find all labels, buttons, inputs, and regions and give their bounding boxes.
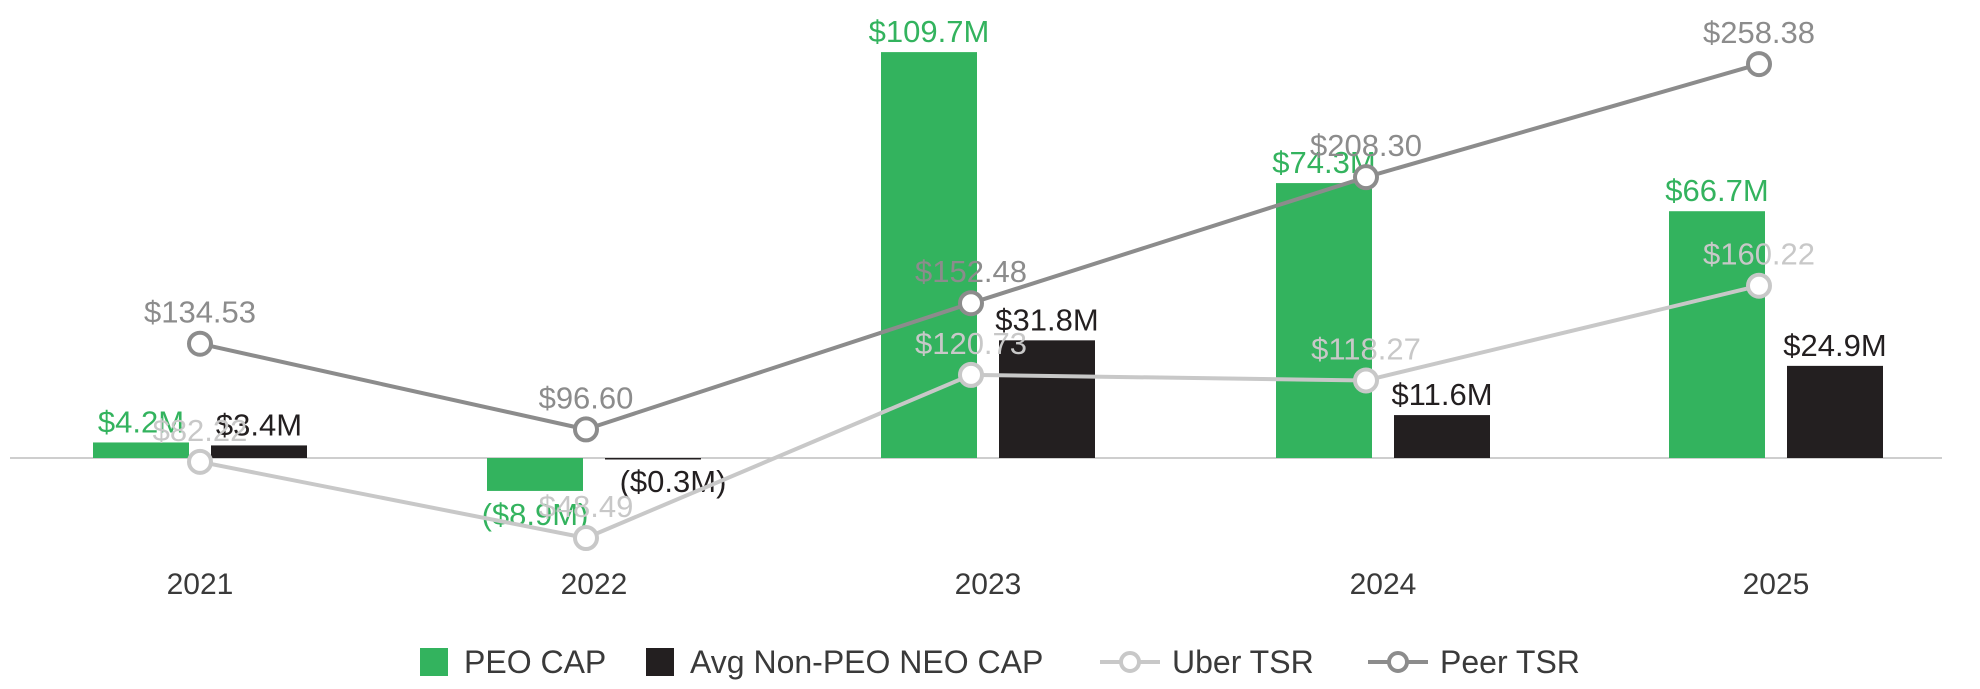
legend-item-peer-tsr: Peer TSR xyxy=(1368,640,1580,684)
bar-label-peo-cap-2021: $4.2M xyxy=(98,404,184,439)
uber-tsr-point-2022 xyxy=(573,525,599,552)
peer-tsr-point-2025 xyxy=(1746,51,1772,78)
bar-non-peo-cap-2022 xyxy=(605,458,701,460)
uber-tsr-point-2024 xyxy=(1353,367,1379,394)
bar-peo-cap-2021 xyxy=(93,442,189,458)
bar-label-non-peo-cap-2025: $24.9M xyxy=(1783,328,1886,363)
uber-tsr-label-2021: $82.22 xyxy=(153,413,248,448)
peer-tsr-label-2021: $134.53 xyxy=(144,295,256,330)
uber-tsr-line xyxy=(199,283,1760,541)
legend: PEO CAP Avg Non-PEO NEO CAP Uber TSR Pee… xyxy=(0,640,1980,684)
uber-tsr-label-2023: $120.73 xyxy=(915,326,1027,361)
peo-cap-swatch-icon xyxy=(420,648,448,676)
peer-tsr-label-2025: $258.38 xyxy=(1703,15,1815,50)
legend-label-uber-tsr: Uber TSR xyxy=(1172,643,1314,680)
peer-tsr-label-2024: $208.30 xyxy=(1310,128,1422,163)
uber-tsr-point-2021 xyxy=(187,448,213,475)
bar-non-peo-cap-2024 xyxy=(1394,415,1490,458)
legend-label-peer-tsr: Peer TSR xyxy=(1440,643,1580,680)
peer-tsr-point-2023 xyxy=(958,290,984,317)
legend-item-uber-tsr: Uber TSR xyxy=(1100,640,1314,684)
x-tick-label-2021: 2021 xyxy=(167,568,234,601)
bar-peo-cap-2022 xyxy=(487,458,583,491)
bar-label-non-peo-cap-2021: $3.4M xyxy=(216,407,302,442)
bar-label-non-peo-cap-2022: ($0.3M) xyxy=(620,464,727,499)
peer-tsr-label-2023: $152.48 xyxy=(915,254,1027,289)
non-peo-cap-swatch-icon xyxy=(646,648,674,676)
bar-peo-cap-2025 xyxy=(1669,211,1765,458)
bar-label-peo-cap-2025: $66.7M xyxy=(1665,173,1768,208)
bar-peo-cap-2023 xyxy=(881,52,977,459)
bar-label-peo-cap-2023: $109.7M xyxy=(869,14,990,49)
legend-item-peo-cap: PEO CAP xyxy=(420,640,606,684)
uber-tsr-point-2025 xyxy=(1746,272,1772,299)
bar-non-peo-cap-2023 xyxy=(999,340,1095,458)
bar-non-peo-cap-2025 xyxy=(1787,365,1883,458)
x-tick-label-2024: 2024 xyxy=(1350,568,1417,601)
uber-tsr-label-2022: $48.49 xyxy=(539,489,634,524)
uber-tsr-label-2024: $118.27 xyxy=(1311,331,1421,366)
legend-label-peo-cap: PEO CAP xyxy=(464,643,607,680)
uber-tsr-line-icon xyxy=(1100,651,1160,673)
bar-non-peo-cap-2021 xyxy=(211,445,307,458)
bar-peo-cap-2024 xyxy=(1276,183,1372,458)
peer-tsr-line-icon xyxy=(1368,651,1428,673)
peer-tsr-point-2024 xyxy=(1353,164,1379,191)
peer-tsr-point-2021 xyxy=(187,330,213,357)
peer-tsr-point-2022 xyxy=(573,416,599,443)
uber-tsr-point-2023 xyxy=(958,361,984,388)
combo-chart: $4.2M($8.9M)$109.7M$74.3M$66.7M$3.4M($0.… xyxy=(10,14,1942,601)
x-tick-label-2022: 2022 xyxy=(561,568,628,601)
bar-label-non-peo-cap-2023: $31.8M xyxy=(995,302,1098,337)
x-tick-label-2023: 2023 xyxy=(955,568,1022,601)
legend-item-non-peo-cap: Avg Non-PEO NEO CAP xyxy=(646,640,1043,684)
peer-tsr-label-2022: $96.60 xyxy=(539,380,634,415)
x-tick-label-2025: 2025 xyxy=(1743,568,1810,601)
uber-tsr-label-2025: $160.22 xyxy=(1703,237,1815,272)
bar-label-non-peo-cap-2024: $11.6M xyxy=(1391,377,1492,412)
legend-label-non-peo-cap: Avg Non-PEO NEO CAP xyxy=(690,643,1044,680)
